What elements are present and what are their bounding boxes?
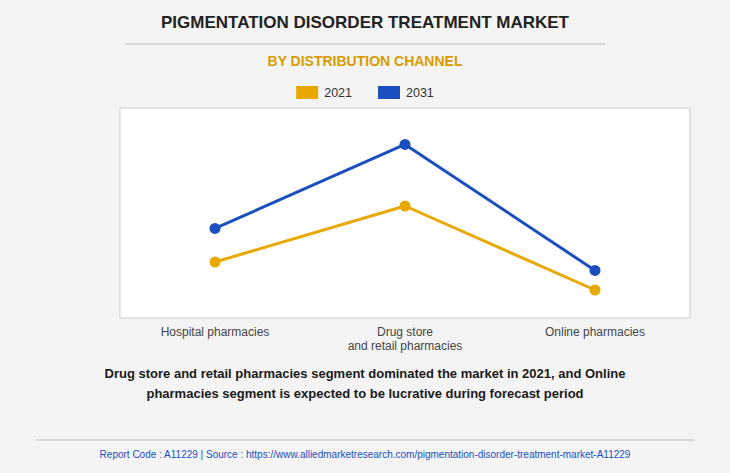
- footer-rule: [36, 440, 694, 441]
- text-line: Drug store: [377, 325, 433, 339]
- plot-frame: [120, 108, 690, 318]
- series-line: [215, 144, 595, 270]
- subtitle: BY DISTRIBUTION CHANNEL: [268, 53, 463, 69]
- x-tick-label: Drug storeand retail pharmacies: [348, 325, 463, 353]
- x-tick-label: Hospital pharmacies: [161, 325, 270, 339]
- series-group: [210, 139, 601, 296]
- legend-label: 2031: [406, 86, 434, 100]
- legend-swatch: [296, 86, 318, 99]
- text-line: Online pharmacies: [545, 325, 645, 339]
- point: [590, 265, 601, 276]
- point: [400, 201, 411, 212]
- chart: PIGMENTATION DISORDER TREATMENT MARKET BY…: [0, 0, 730, 473]
- point: [210, 223, 221, 234]
- series-line: [215, 206, 595, 290]
- annotation: Drug store and retail pharmacies segment…: [105, 366, 626, 401]
- text-line: and retail pharmacies: [348, 339, 463, 353]
- legend-label: 2021: [324, 86, 352, 100]
- text-line: Hospital pharmacies: [161, 325, 270, 339]
- title-rule: [125, 44, 605, 45]
- point: [400, 139, 411, 150]
- legend-swatch: [378, 86, 400, 99]
- text-line: pharmacies segment is expected to be luc…: [146, 386, 583, 401]
- title: PIGMENTATION DISORDER TREATMENT MARKET: [161, 13, 570, 32]
- point: [210, 257, 221, 268]
- x-tick-label: Online pharmacies: [545, 325, 645, 339]
- legend: 2021 2031: [296, 86, 434, 100]
- footer: Report Code : A11229 | Source : https://…: [100, 449, 631, 460]
- point: [590, 285, 601, 296]
- text-line: Drug store and retail pharmacies segment…: [105, 366, 626, 381]
